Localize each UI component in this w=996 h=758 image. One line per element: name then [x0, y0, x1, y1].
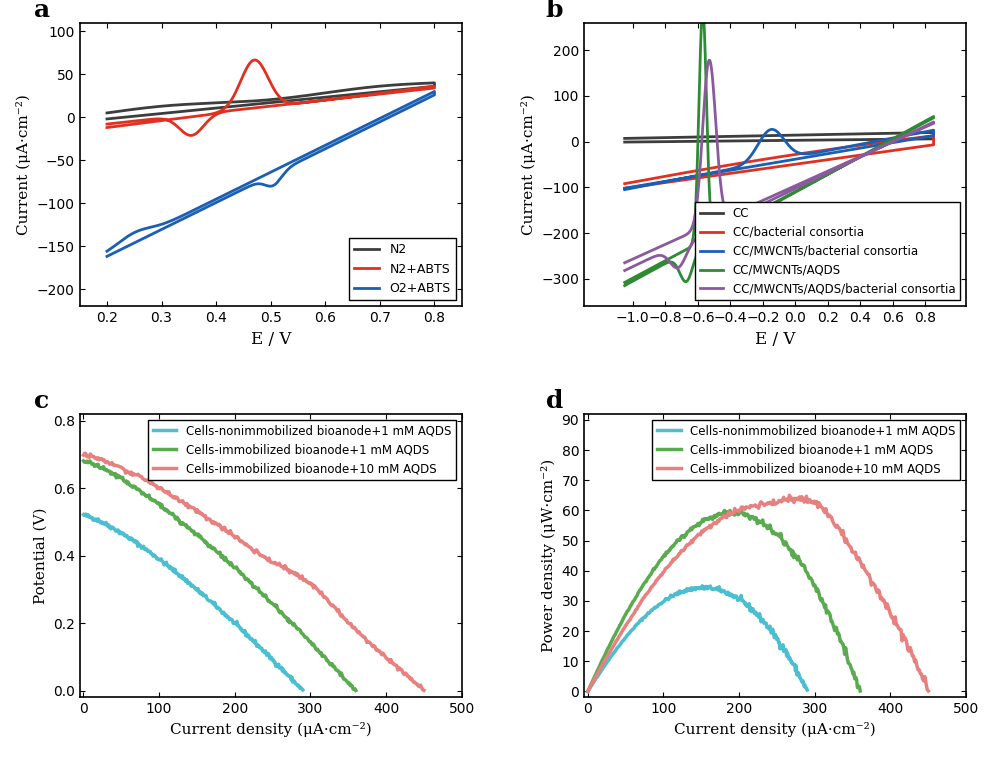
Legend: Cells-nonimmobilized bioanode+1 mM AQDS, Cells-immobilized bioanode+1 mM AQDS, C: Cells-nonimmobilized bioanode+1 mM AQDS,…: [652, 420, 960, 480]
Legend: Cells-nonimmobilized bioanode+1 mM AQDS, Cells-immobilized bioanode+1 mM AQDS, C: Cells-nonimmobilized bioanode+1 mM AQDS,…: [148, 420, 456, 480]
X-axis label: E / V: E / V: [755, 330, 795, 348]
Y-axis label: Power density (μW·cm⁻²): Power density (μW·cm⁻²): [541, 459, 556, 652]
X-axis label: Current density (μA·cm⁻²): Current density (μA·cm⁻²): [674, 722, 875, 737]
Y-axis label: Current (μA·cm⁻²): Current (μA·cm⁻²): [521, 94, 536, 235]
X-axis label: Current density (μA·cm⁻²): Current density (μA·cm⁻²): [170, 722, 372, 737]
Text: c: c: [34, 390, 49, 413]
Y-axis label: Current (μA·cm⁻²): Current (μA·cm⁻²): [16, 94, 31, 235]
Text: a: a: [34, 0, 50, 22]
Text: b: b: [546, 0, 564, 22]
Y-axis label: Potential (V): Potential (V): [33, 507, 47, 604]
Legend: N2, N2+ABTS, O2+ABTS: N2, N2+ABTS, O2+ABTS: [350, 239, 455, 300]
Text: d: d: [546, 390, 563, 413]
X-axis label: E / V: E / V: [251, 330, 291, 348]
Legend: CC, CC/bacterial consortia, CC/MWCNTs/bacterial consortia, CC/MWCNTs/AQDS, CC/MW: CC, CC/bacterial consortia, CC/MWCNTs/ba…: [695, 202, 960, 300]
